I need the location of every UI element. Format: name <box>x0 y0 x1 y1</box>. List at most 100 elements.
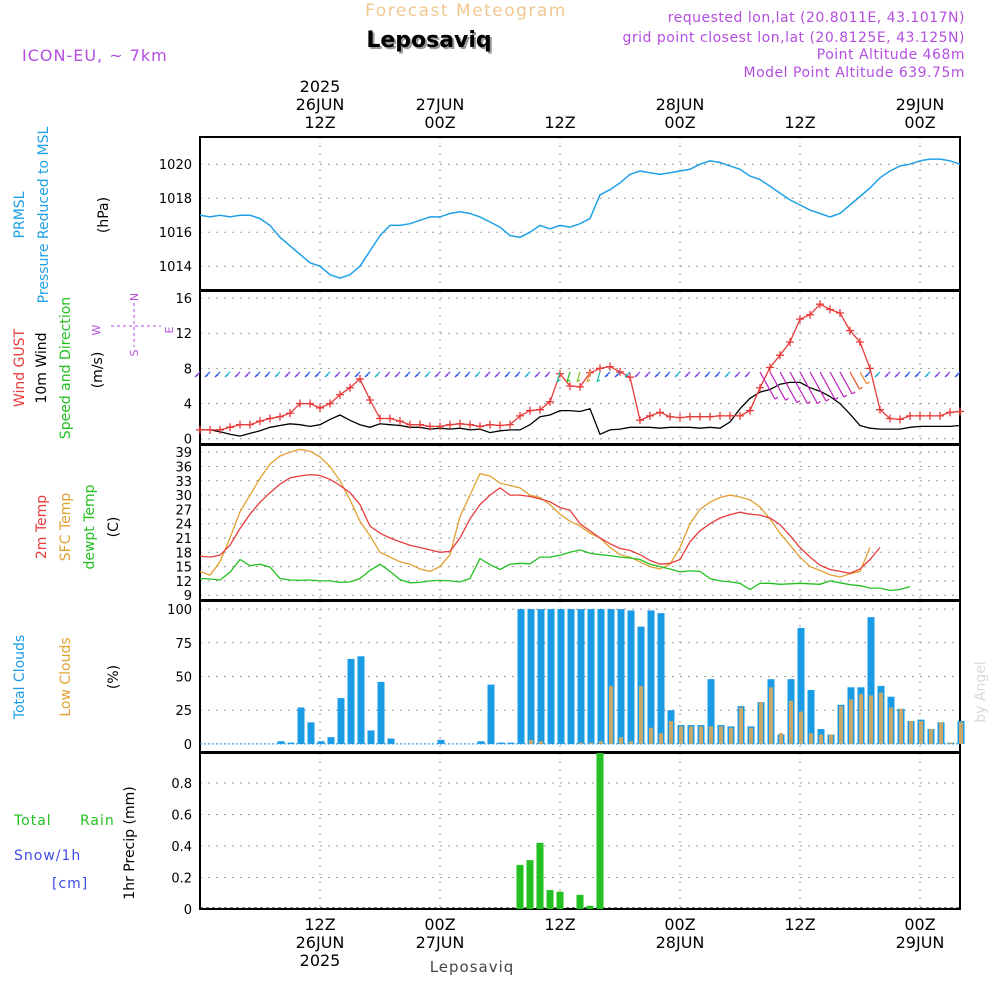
gust-marker <box>716 411 724 420</box>
total-cloud-bar <box>437 739 445 744</box>
wind-arrow-head <box>454 374 459 378</box>
top-axis-label: 2025 <box>300 77 341 96</box>
low-cloud-bar <box>729 727 733 744</box>
gust-marker <box>876 405 884 414</box>
top-axis-label: 27JUN <box>416 95 465 114</box>
y-tick-label: 0 <box>184 903 192 918</box>
wind-arrow-head <box>884 374 889 378</box>
low-cloud-bar <box>869 695 873 744</box>
gust-marker <box>816 300 824 309</box>
wind-arrow-head <box>859 386 863 390</box>
wind-arrow-head <box>404 374 409 378</box>
gust-marker <box>276 412 284 421</box>
total-cloud-bar <box>297 707 305 744</box>
low-cloud-bar <box>949 742 953 744</box>
gust-marker <box>446 420 454 429</box>
total-cloud-bar <box>507 742 515 744</box>
total-cloud-bar <box>617 609 625 744</box>
bottom-axis-label: 12Z <box>784 915 815 934</box>
location-title-shadow: Leposaviq <box>368 30 493 55</box>
total-cloud-bar <box>707 679 715 744</box>
wind-arrow-head <box>544 374 549 378</box>
temp-unit: (C) <box>106 517 122 538</box>
low-cloud-bar <box>669 720 673 744</box>
y-tick-label: 36 <box>175 460 192 475</box>
total-cloud-bar <box>337 698 345 744</box>
wind-arrow-head <box>664 374 669 378</box>
top-axis-label: 28JUN <box>656 95 705 114</box>
total-cloud-bar <box>867 617 875 744</box>
rain-bar <box>586 905 594 909</box>
wind-arrow-head <box>444 374 449 378</box>
total-cloud-bar <box>517 609 525 744</box>
total-cloud-bar <box>377 681 385 744</box>
wind-direction-arrow <box>789 371 808 404</box>
gust-marker <box>726 411 734 420</box>
wind-direction-arrow <box>809 371 827 402</box>
wind-arrow-head <box>596 379 601 383</box>
gust-marker <box>356 374 364 383</box>
gust-marker <box>536 405 544 414</box>
model-label: ICON-EU, ~ 7km <box>22 46 168 65</box>
top-axis-label: 00Z <box>904 113 935 132</box>
low-cloud-bar <box>779 733 783 744</box>
rain-bar <box>576 894 584 909</box>
gust-marker <box>786 338 794 346</box>
total-cloud-bar <box>317 741 325 744</box>
low-cloud-bar <box>889 707 893 744</box>
low-cloud-bar <box>919 720 923 744</box>
wind-label-gust: Wind GUST <box>12 328 28 407</box>
wind-arrow-head <box>576 379 581 383</box>
low-cloud-bar <box>639 685 643 744</box>
low-cloud-bar <box>789 700 793 744</box>
wind-arrow-head <box>744 374 749 378</box>
wind-arrow-head <box>384 374 389 378</box>
gust-marker <box>286 409 294 418</box>
total-cloud-bar <box>587 609 595 744</box>
bottom-axis-label: 12Z <box>544 915 575 934</box>
wind-arrow-head <box>494 374 499 378</box>
total-cloud-bar <box>807 689 815 744</box>
gust-marker <box>956 407 964 416</box>
temperature-labels: 2m Temp SFC Temp dewpt Temp (C) <box>34 484 122 569</box>
top-axis-label: 00Z <box>664 113 695 132</box>
temp-label-sfc: SFC Temp <box>58 493 74 562</box>
rain-bar <box>536 842 544 909</box>
total-cloud-bar <box>567 609 575 744</box>
low-cloud-bar <box>699 726 703 744</box>
gust-marker <box>656 408 664 417</box>
wind-arrow-head <box>714 374 719 378</box>
low-cloud-bar <box>959 722 963 744</box>
wind-arrow-head <box>944 374 949 378</box>
gust-marker <box>636 416 644 425</box>
low-cloud-bar <box>819 734 823 744</box>
y-tick-label: 0.2 <box>171 871 192 886</box>
requested-coords: requested lon,lat (20.8011E, 43.1017N) <box>668 10 965 26</box>
gust-marker <box>266 414 274 423</box>
top-axis-label: 12Z <box>304 113 335 132</box>
wind-arrow-head <box>514 374 519 378</box>
wind-arrow-head <box>374 374 379 378</box>
wind-arrow-head <box>234 374 239 378</box>
low-cloud-bar <box>769 687 773 744</box>
gust-marker <box>466 420 474 429</box>
gust-marker <box>836 308 844 317</box>
total-cloud-bar <box>637 626 645 744</box>
y-tick-label: 24 <box>175 518 192 533</box>
top-axis-label: 12Z <box>784 113 815 132</box>
y-tick-label: 33 <box>175 475 192 490</box>
low-cloud-bar <box>599 741 603 744</box>
wind-labels: Wind GUST 10m Wind Speed and Direction (… <box>12 293 176 439</box>
low-cloud-bar <box>839 706 843 744</box>
gust-marker <box>506 420 514 429</box>
low-cloud-bar <box>579 742 583 744</box>
wind-arrow-head <box>825 398 830 402</box>
wind-arrow-head <box>214 374 219 378</box>
compass-n: N <box>128 293 141 301</box>
gust-marker <box>746 406 754 415</box>
gust-marker <box>846 326 854 335</box>
wind-direction-arrow <box>759 371 776 400</box>
gust-marker <box>916 411 924 420</box>
y-tick-label: 30 <box>175 489 192 504</box>
